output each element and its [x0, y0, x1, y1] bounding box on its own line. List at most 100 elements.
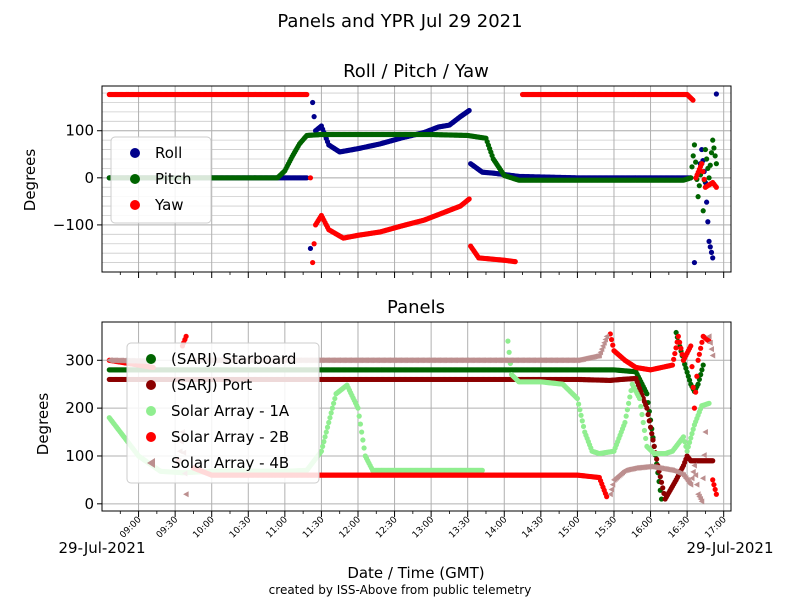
- data-point: [708, 249, 715, 255]
- time-tick-label: 10:30: [228, 515, 254, 541]
- data-point: [696, 351, 702, 357]
- data-point: [678, 345, 684, 351]
- data-point: [636, 395, 643, 402]
- top-legend: Roll Pitch Yaw: [110, 136, 212, 224]
- data-point: [577, 407, 583, 413]
- data-point: [660, 485, 666, 491]
- data-point: [318, 448, 325, 454]
- data-point: [710, 137, 716, 143]
- time-tick-label: 09:00: [118, 515, 144, 541]
- legend-marker: [146, 380, 156, 390]
- data-point: [709, 352, 716, 359]
- data-point: [307, 245, 314, 252]
- data-point: [307, 175, 314, 181]
- data-point: [689, 164, 695, 170]
- data-point: [705, 219, 711, 225]
- legend-marker: [146, 406, 156, 416]
- data-point: [702, 146, 709, 153]
- legend-label: (SARJ) Starboard: [171, 350, 296, 368]
- data-point: [624, 407, 630, 413]
- data-point: [574, 395, 581, 402]
- data-point: [304, 175, 310, 181]
- data-point: [686, 439, 693, 446]
- time-tick-label: 15:00: [557, 515, 583, 541]
- data-point: [677, 339, 683, 345]
- time-tick-label: 09:30: [155, 515, 181, 541]
- time-tick-labels: 09:00 09:30 10:00 10:30 11:00 11:30 12:00 12:30…: [118, 515, 729, 541]
- data-point: [609, 481, 616, 488]
- data-point: [627, 394, 633, 400]
- legend-box: [126, 342, 320, 484]
- data-point: [324, 424, 331, 430]
- bottom-legend: (SARJ) Starboard (SARJ) Port Solar Array -…: [126, 342, 320, 484]
- legend-marker: [130, 174, 140, 184]
- data-point: [326, 419, 332, 426]
- data-point: [183, 491, 189, 498]
- data-point: [700, 208, 706, 214]
- data-point: [690, 97, 696, 103]
- data-point: [713, 161, 719, 167]
- data-point: [688, 175, 694, 181]
- data-point: [638, 403, 644, 410]
- data-point: [680, 434, 687, 440]
- data-point: [641, 427, 648, 434]
- data-point: [707, 162, 713, 168]
- data-point: [329, 405, 335, 411]
- data-point: [690, 384, 696, 390]
- legend-label: Solar Array - 2B: [171, 428, 289, 446]
- data-point: [639, 411, 645, 418]
- data-point: [596, 352, 602, 359]
- data-point: [713, 91, 719, 97]
- axes-frame: [101, 321, 732, 512]
- data-point: [654, 456, 660, 462]
- legend-label: Roll: [155, 144, 182, 162]
- data-point: [658, 479, 665, 485]
- time-tick-label: 13:00: [411, 515, 437, 541]
- data-point: [578, 412, 584, 418]
- data-point: [649, 431, 655, 437]
- y-tick-label: 0: [84, 169, 94, 187]
- data-point: [699, 161, 705, 167]
- data-point: [707, 339, 713, 346]
- series-solar-array-4b: [106, 333, 716, 505]
- data-point: [691, 462, 697, 469]
- data-point: [706, 238, 712, 244]
- data-point: [332, 395, 338, 402]
- time-tick-label: 10:00: [191, 515, 217, 541]
- legend-label: Solar Array - 4B: [171, 454, 289, 472]
- data-point: [183, 333, 189, 339]
- data-point: [310, 259, 316, 266]
- credit-line: created by ISS-Above from public telemet…: [269, 583, 532, 597]
- data-point: [691, 405, 698, 411]
- legend-label: (SARJ) Port: [171, 376, 252, 394]
- data-point: [646, 418, 652, 424]
- data-point: [357, 421, 364, 427]
- data-point: [706, 175, 712, 181]
- data-point: [644, 391, 650, 397]
- data-point: [322, 434, 328, 440]
- data-point: [604, 494, 610, 500]
- data-point: [580, 423, 587, 430]
- data-point: [675, 333, 681, 339]
- data-point: [692, 472, 699, 479]
- top-ylabel: Degrees: [21, 149, 39, 212]
- data-point: [361, 445, 367, 451]
- date-label-left: 29-Jul-2021: [58, 539, 145, 557]
- data-point: [607, 491, 613, 498]
- data-point: [640, 419, 646, 426]
- data-point: [598, 346, 605, 353]
- data-point: [698, 498, 705, 505]
- data-point: [673, 329, 679, 336]
- time-tick-label: 12:00: [338, 515, 364, 541]
- data-point: [704, 199, 710, 205]
- data-point: [684, 448, 690, 454]
- data-point: [505, 338, 511, 344]
- time-tick-label: 14:30: [521, 515, 547, 541]
- data-point: [710, 255, 716, 261]
- data-point: [673, 345, 679, 351]
- time-tick-label: 16:30: [667, 515, 693, 541]
- data-point: [669, 362, 676, 368]
- time-tick-label: 13:30: [447, 515, 473, 541]
- data-point: [311, 241, 317, 247]
- data-point: [694, 373, 700, 379]
